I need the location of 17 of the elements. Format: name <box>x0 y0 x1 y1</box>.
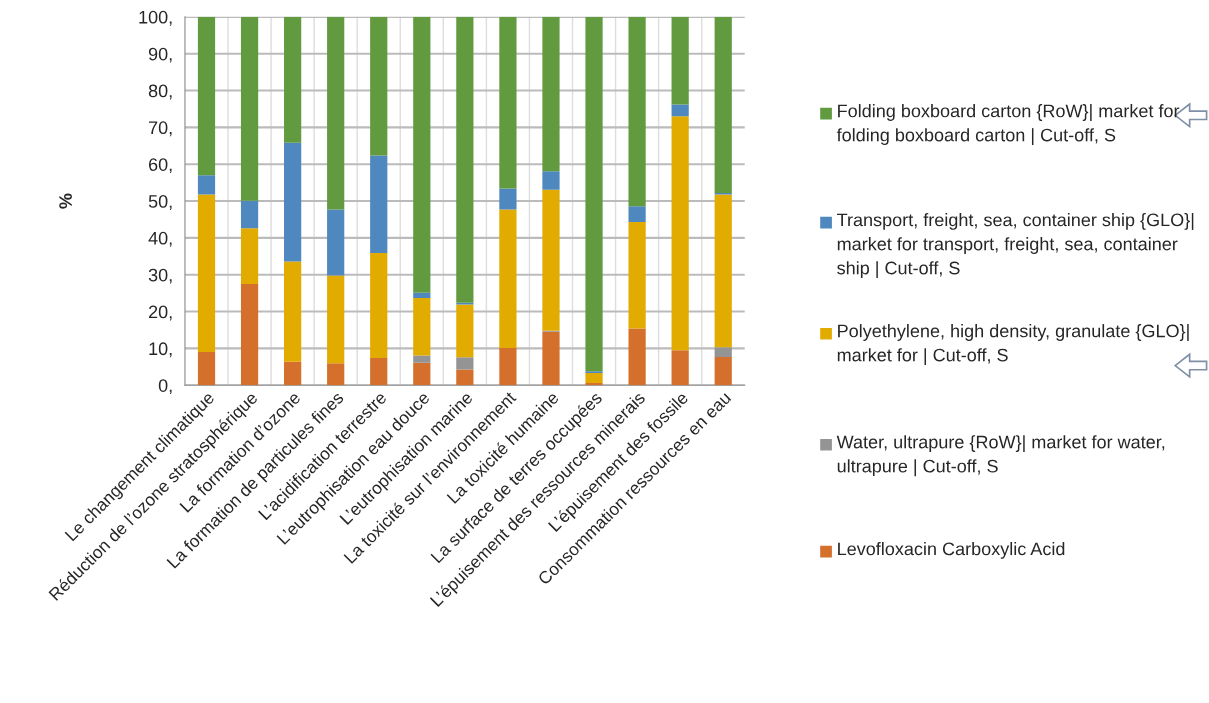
y-tick-label: 0, <box>158 379 172 395</box>
legend-label: Polyethylene, high density, granulate {GLO}| market for | Cut-off, S <box>837 324 1189 366</box>
y-tick-label: 40, <box>148 231 172 247</box>
y-tick-label: 90, <box>148 47 172 63</box>
y-tick-label: 80, <box>148 84 172 100</box>
y-tick-label: 50, <box>148 194 172 210</box>
y-tick-label: 30, <box>148 268 172 284</box>
y-tick-label: 60, <box>148 158 172 174</box>
y-tick-label: 70, <box>149 121 172 137</box>
y-tick-label: 100, <box>139 10 172 26</box>
y-tick-label: 20, <box>148 305 172 321</box>
legend-label: Water, ultrapure {RoW}| market for water, ultrapure | Cut-off, S <box>836 435 1165 477</box>
legend-label: Folding boxboard carton {RoW}| market for folding boxboard carton | Cut-off, S <box>836 104 1180 146</box>
legend-label: Levofloxacin Carboxylic Acid <box>838 542 1065 559</box>
y-tick-label: 10, <box>149 342 172 358</box>
legend-label: Transport, freight, sea, container ship {GLO}| market for transport, freight, sea, container ship | Cut-off, S <box>837 213 1194 279</box>
y-axis-title: % <box>59 193 72 209</box>
